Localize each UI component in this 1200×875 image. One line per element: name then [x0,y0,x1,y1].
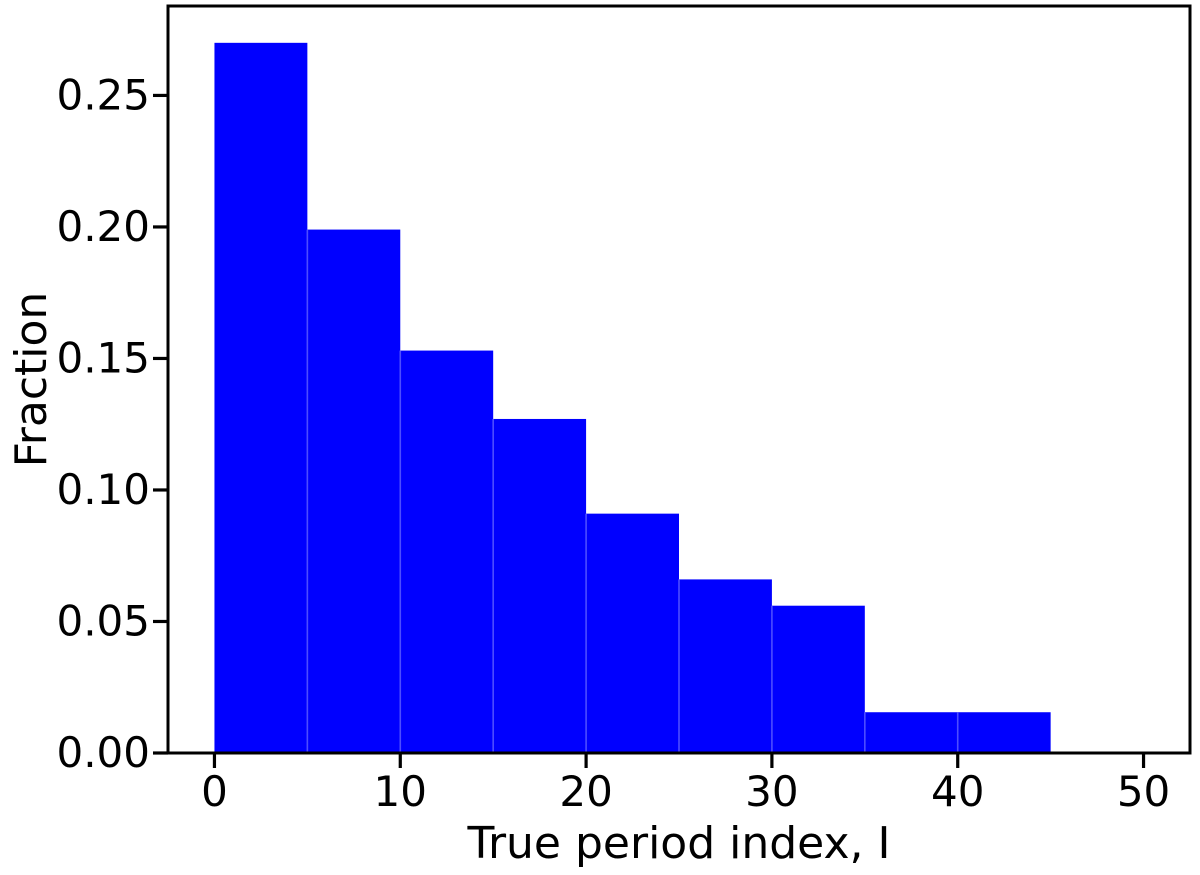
plot-frame [166,4,1192,755]
histogram-bar [771,605,865,753]
ticks-layer: 0 10 20 30 40 50 0.00 0.05 0.10 0.15 0.20 0.25 [56,70,1170,816]
bars-layer [214,42,1051,753]
histogram-bar [214,42,308,753]
x-tick-label: 40 [931,767,984,816]
x-tick-label: 30 [745,767,798,816]
x-axis-label: True period index, I [467,818,891,869]
histogram-bar [493,418,587,753]
bin-seams-layer [306,229,959,752]
x-tick-label: 20 [559,767,612,816]
histogram-bar [864,712,958,753]
x-tick-label: 10 [374,767,427,816]
x-tick-label: 50 [1117,767,1170,816]
histogram-bar [400,350,494,753]
histogram-bar [586,513,679,753]
y-tick-label: 0.20 [56,202,150,251]
histogram-bar [307,229,401,753]
y-tick-label: 0.25 [56,70,150,119]
y-tick-label: 0.10 [56,465,150,514]
y-axis-label: Fraction [6,292,57,468]
y-tick-label: 0.00 [56,728,150,777]
histogram-bar [679,579,772,753]
histogram-bar [957,712,1051,753]
y-tick-label: 0.05 [56,596,150,645]
y-tick-label: 0.15 [56,333,150,382]
x-tick-label: 0 [201,767,228,816]
